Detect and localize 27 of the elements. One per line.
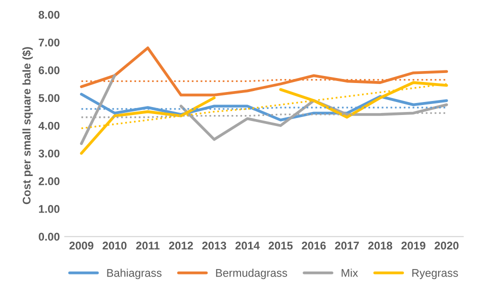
x-tick-label: 2010 bbox=[102, 242, 127, 250]
x-tick-label: 2016 bbox=[302, 242, 326, 250]
y-tick-label: 4.00 bbox=[38, 122, 60, 130]
x-tick-label: 2019 bbox=[401, 242, 426, 250]
legend-label: Bahiagrass bbox=[107, 268, 162, 280]
x-tick-label: 2020 bbox=[434, 242, 459, 250]
y-axis-title: Cost per small square bale ($) bbox=[22, 47, 33, 204]
y-tick-label: 2.00 bbox=[38, 177, 60, 186]
y-tick-label: 1.00 bbox=[39, 205, 60, 213]
y-tick-label: 5.00 bbox=[38, 94, 60, 102]
legend-label: Bermudagrass bbox=[216, 268, 288, 280]
x-tick-label: 2013 bbox=[202, 242, 226, 250]
x-tick-label: 2018 bbox=[368, 242, 392, 250]
y-tick-label: 3.00 bbox=[38, 150, 60, 158]
line-series bbox=[80, 46, 448, 96]
y-tick-label: 0.00 bbox=[38, 232, 60, 241]
x-tick-label: 2011 bbox=[136, 242, 160, 250]
x-tick-label: 2012 bbox=[169, 242, 193, 250]
y-tick-label: 7.00 bbox=[38, 38, 60, 46]
x-tick-label: 2014 bbox=[235, 242, 260, 250]
y-tick-label: 6.00 bbox=[38, 66, 60, 74]
x-tick-label: 2009 bbox=[69, 242, 94, 250]
y-tick-label: 8.00 bbox=[38, 10, 60, 19]
legend-label: Mix bbox=[342, 268, 358, 277]
x-tick-label: 2017 bbox=[335, 242, 359, 250]
x-tick-label: 2015 bbox=[268, 242, 293, 250]
legend-label: Ryegrass bbox=[412, 269, 458, 280]
